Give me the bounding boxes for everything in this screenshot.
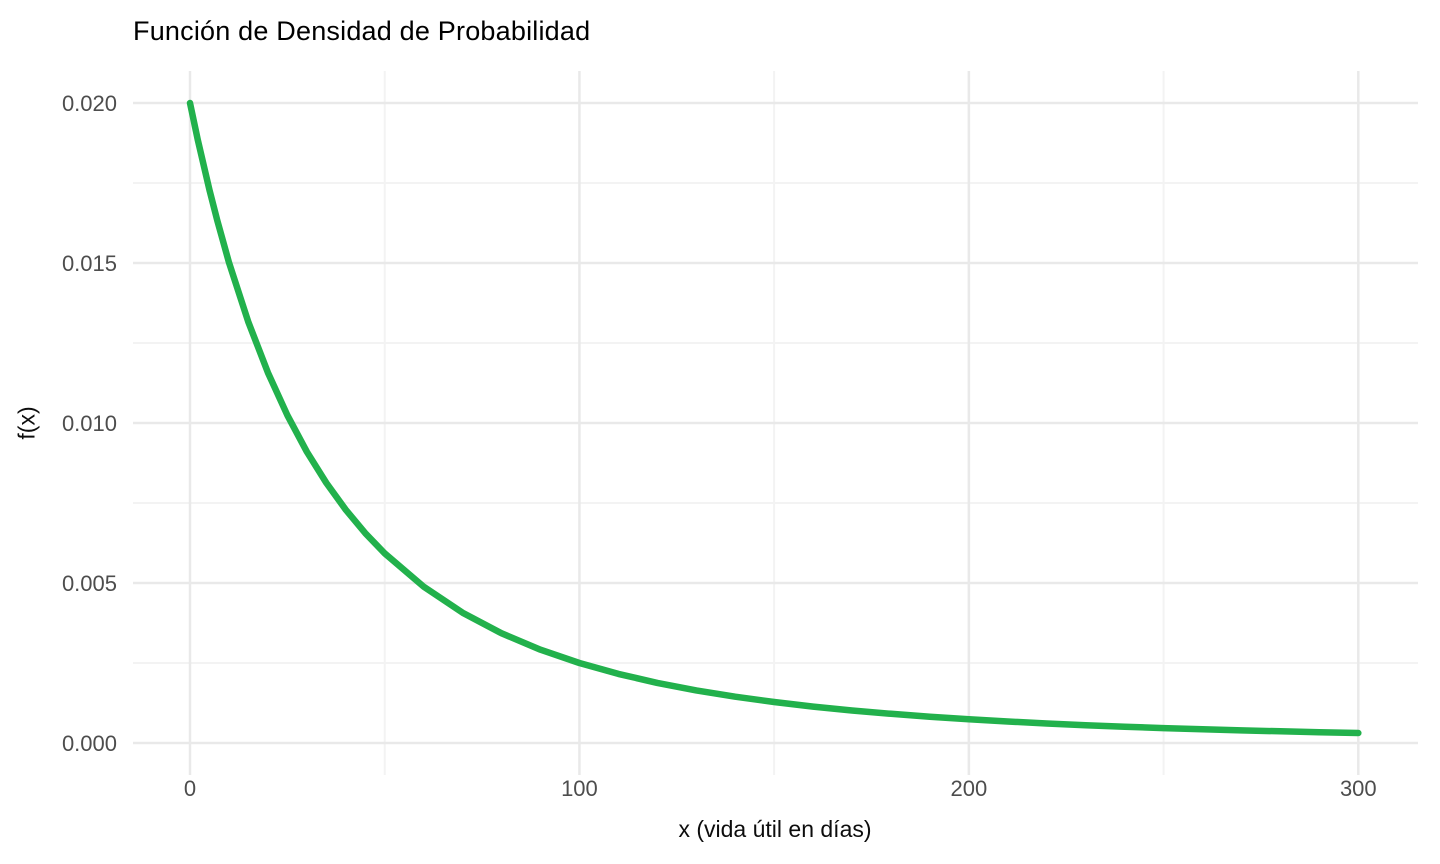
major-gridlines [133, 71, 1418, 775]
x-tick-label: 0 [184, 776, 196, 801]
x-tick-label: 300 [1340, 776, 1377, 801]
y-tick-label: 0.005 [62, 571, 117, 596]
y-tick-label: 0.020 [62, 91, 117, 116]
y-tick-label: 0.015 [62, 251, 117, 276]
x-tick-label: 200 [951, 776, 988, 801]
tick-labels: 0.000 0.005 0.010 0.015 0.020 0 100 200 300 [62, 91, 1377, 801]
density-curve [186, 99, 1362, 737]
plot-title: Función de Densidad de Probabilidad [133, 16, 591, 46]
x-tick-label: 100 [561, 776, 598, 801]
curve-layer [186, 99, 1362, 737]
y-tick-label: 0.000 [62, 731, 117, 756]
x-axis-title: x (vida útil en días) [678, 816, 872, 842]
y-tick-label: 0.010 [62, 411, 117, 436]
y-axis-title: f(x) [13, 406, 40, 440]
